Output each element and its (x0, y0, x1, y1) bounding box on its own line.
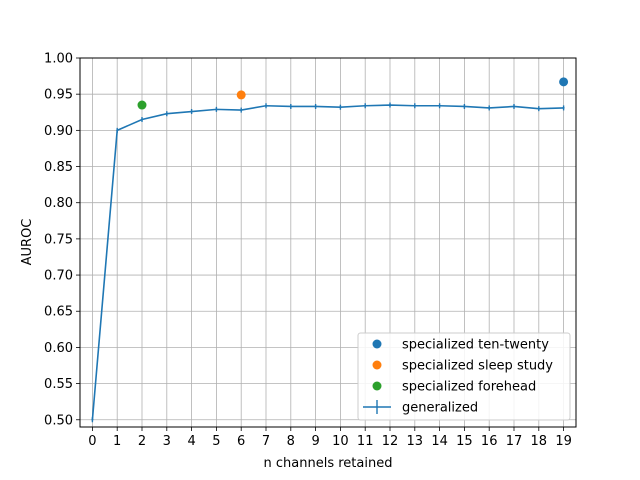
legend-label: specialized ten-twenty (402, 338, 549, 353)
x-tick-label: 12 (382, 434, 399, 449)
generalized-point (488, 106, 491, 109)
generalized-point (537, 107, 540, 110)
generalized-point (289, 105, 292, 108)
series-specialized-sleep-study (236, 90, 246, 100)
generalized-point (91, 418, 94, 421)
x-tick-label: 11 (357, 434, 374, 449)
x-tick-label: 16 (481, 434, 498, 449)
generalized-point (265, 104, 267, 107)
series-specialized-forehead (137, 100, 147, 110)
x-tick-label: 17 (506, 434, 523, 449)
y-tick-label: 0.90 (44, 124, 73, 139)
x-tick-label: 18 (531, 434, 548, 449)
x-tick-label: 4 (187, 434, 195, 449)
generalized-point (240, 109, 243, 112)
y-tick-label: 0.50 (44, 413, 73, 428)
x-tick-label: 1 (113, 434, 121, 449)
x-axis-ticks: 0 1 2 3 4 5 6 7 8 9 10 11 12 13 14 15 16 17 18 19 (88, 427, 572, 449)
legend-marker-dot (372, 381, 382, 391)
series-layer (91, 77, 569, 423)
legend: specialized ten-twenty specialized sleep … (357, 332, 571, 421)
legend-marker-dot (372, 339, 382, 349)
x-tick-label: 14 (431, 434, 448, 449)
x-tick-label: 3 (163, 434, 171, 449)
x-tick-label: 0 (88, 434, 96, 449)
y-tick-label: 0.75 (44, 232, 73, 247)
y-tick-label: 0.55 (44, 377, 73, 392)
x-tick-label: 7 (262, 434, 270, 449)
generalized-line (91, 104, 564, 420)
legend-box (357, 332, 571, 421)
series-specialized-ten-twenty (559, 77, 569, 87)
plot-frame (79, 57, 577, 428)
generalized-point (314, 105, 317, 108)
x-tick-label: 6 (237, 434, 245, 449)
y-tick-label: 0.95 (44, 88, 73, 103)
generalized-point (413, 104, 416, 107)
generalized-point (141, 118, 143, 121)
generalized-point (438, 104, 441, 107)
generalized-point (364, 104, 367, 107)
y-tick-label: 1.00 (44, 52, 73, 67)
scatter-point (137, 100, 147, 110)
generalized-point (339, 106, 342, 109)
y-tick-label: 0.65 (44, 305, 73, 320)
generalized-point (389, 104, 391, 107)
generalized-point (562, 106, 565, 109)
series-generalized (91, 102, 565, 423)
y-tick-label: 0.85 (44, 160, 73, 175)
x-tick-label: 8 (287, 434, 295, 449)
y-tick-label: 0.70 (44, 269, 73, 284)
x-tick-label: 19 (555, 434, 572, 449)
generalized-point (165, 112, 168, 115)
y-axis-label: AUROC (20, 219, 35, 266)
generalized-point (463, 105, 466, 108)
generalized-point (215, 108, 218, 111)
x-tick-label: 10 (332, 434, 349, 449)
x-axis-label: n channels retained (264, 456, 393, 471)
y-axis-ticks: 0.50 0.55 0.60 0.65 0.70 0.75 0.80 0.85 0.90 0.95… (44, 52, 80, 428)
legend-label: specialized sleep study (402, 359, 553, 374)
x-tick-label: 13 (407, 434, 424, 449)
y-tick-label: 0.60 (44, 341, 73, 356)
legend-label: generalized (402, 401, 478, 416)
y-tick-label: 0.80 (44, 196, 73, 211)
generalized-point (190, 110, 193, 113)
scatter-point (559, 77, 569, 87)
x-tick-label: 5 (212, 434, 220, 449)
legend-label: specialized forehead (402, 380, 536, 395)
x-tick-label: 2 (138, 434, 146, 449)
x-tick-label: 15 (456, 434, 473, 449)
legend-marker-dot (372, 360, 382, 370)
generalized-point (513, 105, 515, 108)
scatter-point (236, 90, 246, 100)
generalized-point (116, 129, 119, 132)
x-tick-label: 9 (311, 434, 319, 449)
